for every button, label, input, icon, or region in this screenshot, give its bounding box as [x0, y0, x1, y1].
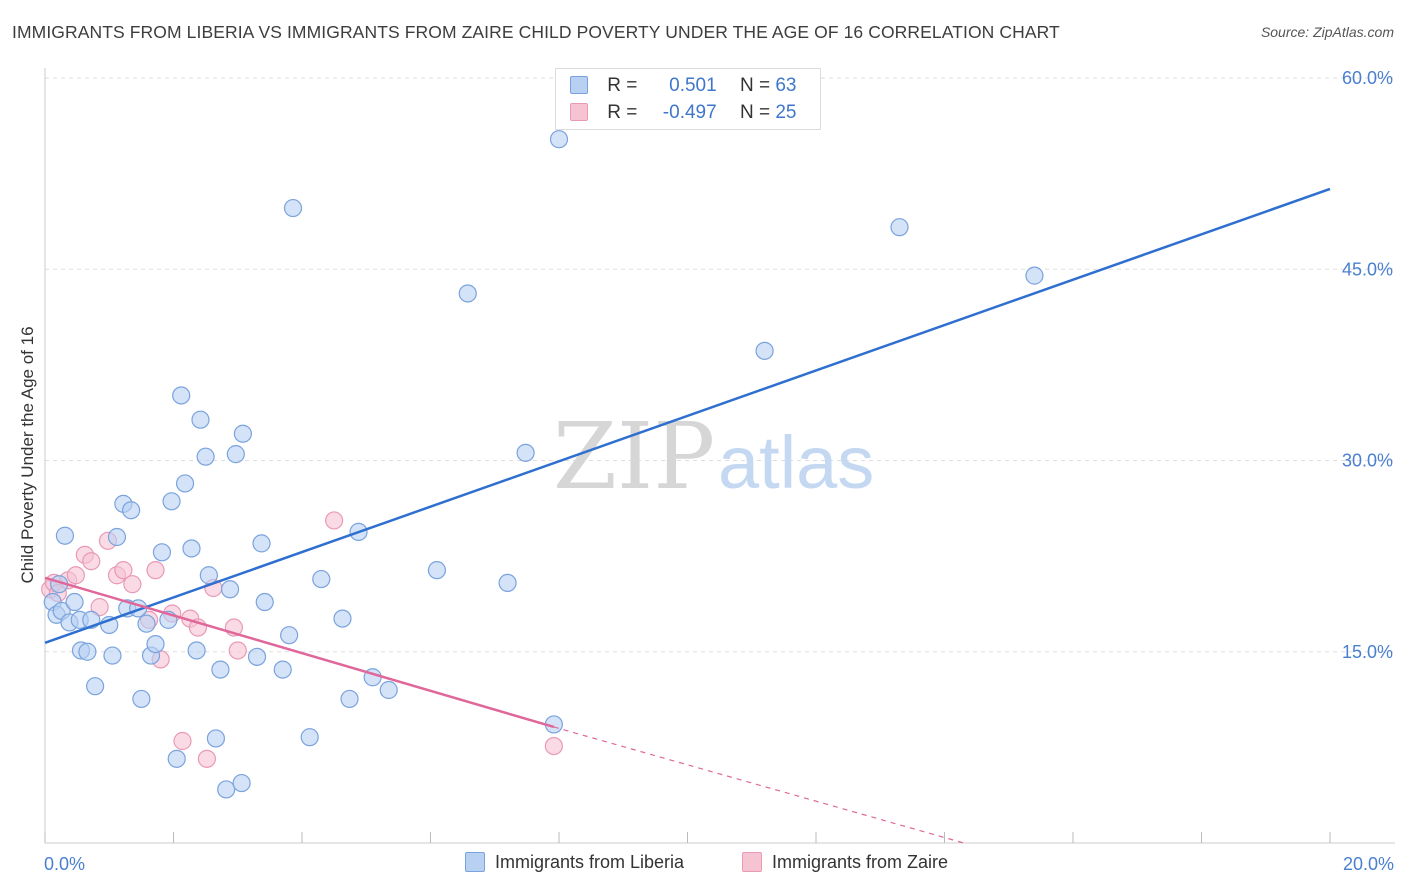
data-point-liberia: [199, 566, 218, 585]
watermark-zip: ZIP: [553, 403, 715, 510]
data-point-zaire: [325, 511, 344, 530]
data-point-liberia: [78, 642, 97, 661]
data-point-zaire: [146, 561, 165, 580]
data-point-liberia: [182, 539, 201, 558]
legend-n-value-liberia: 63: [775, 75, 797, 96]
data-point-liberia: [333, 609, 352, 628]
legend-r-label: R =: [607, 75, 638, 96]
data-point-liberia: [132, 689, 151, 709]
grid-lines: [45, 77, 1395, 653]
data-point-zaire: [66, 566, 85, 585]
data-point-liberia: [65, 592, 84, 612]
data-point-liberia: [340, 689, 359, 709]
data-point-liberia: [232, 773, 251, 793]
legend-n-label: N =: [739, 75, 771, 96]
legend-r-value-liberia: 0.501: [669, 75, 717, 96]
data-point-liberia: [187, 641, 206, 660]
data-point-liberia: [427, 561, 447, 580]
data-point-zaire: [114, 561, 133, 580]
legend-swatch-zaire: [570, 103, 588, 121]
legend-row-zaire: R = -0.497 N = 25: [570, 102, 796, 126]
data-point-liberia: [1025, 266, 1044, 285]
data-point-liberia: [217, 780, 236, 799]
data-point-liberia: [191, 410, 210, 429]
data-point-liberia: [206, 729, 226, 748]
x-tick-label-max: 20.0%: [1343, 854, 1394, 874]
legend-swatch-liberia: [570, 76, 588, 94]
data-point-liberia: [167, 749, 186, 768]
data-point-liberia: [255, 592, 274, 612]
data-point-liberia: [146, 634, 165, 654]
data-point-liberia: [226, 445, 245, 464]
bottom-legend-swatch-liberia: [465, 852, 485, 872]
y-axis-label: Child Poverty Under the Age of 16: [18, 326, 37, 583]
data-point-liberia: [233, 424, 252, 443]
data-point-liberia: [273, 660, 292, 679]
correlation-legend: R = 0.501 N = 63 R = -0.497 N = 25: [555, 68, 821, 130]
data-point-liberia: [211, 660, 230, 679]
data-point-zaire: [544, 736, 563, 756]
legend-row-liberia: R = 0.501 N = 63: [570, 75, 796, 99]
legend-r-label: R =: [607, 102, 638, 123]
data-point-liberia: [55, 526, 75, 545]
data-point-zaire: [90, 598, 109, 617]
y-tick-label: 30.0%: [1342, 451, 1393, 471]
bottom-legend-label-zaire: Immigrants from Zaire: [772, 852, 949, 872]
data-point-zaire: [82, 552, 101, 571]
bottom-legend-label-liberia: Immigrants from Liberia: [495, 852, 685, 872]
data-point-liberia: [152, 543, 172, 562]
axes: [44, 68, 1395, 844]
data-point-liberia: [103, 646, 122, 665]
trend-lines: [44, 187, 1331, 844]
trend-line-zaire-extension: [553, 726, 964, 844]
y-tick-label: 45.0%: [1342, 259, 1393, 279]
y-tick-label: 60.0%: [1342, 68, 1393, 88]
data-point-liberia: [283, 198, 303, 218]
data-point-liberia: [162, 492, 181, 511]
x-axis-ticks: [44, 832, 1331, 843]
x-tick-label-min: 0.0%: [44, 854, 85, 874]
chart-title: IMMIGRANTS FROM LIBERIA VS IMMIGRANTS FR…: [12, 22, 1060, 42]
trend-line-liberia: [44, 187, 1331, 645]
bottom-legend-swatch-zaire: [742, 852, 762, 872]
watermark-atlas: atlas: [718, 421, 874, 504]
legend-n-value-zaire: 25: [775, 102, 797, 123]
liberia-points: [43, 130, 1044, 799]
data-point-liberia: [516, 443, 535, 462]
data-point-liberia: [107, 527, 127, 547]
data-point-liberia: [280, 626, 299, 645]
data-point-liberia: [890, 218, 909, 237]
data-point-liberia: [312, 569, 331, 589]
data-point-liberia: [247, 647, 267, 666]
watermark: ZIP atlas: [553, 403, 874, 510]
data-point-zaire: [173, 731, 192, 751]
data-point-zaire: [123, 575, 142, 594]
data-point-liberia: [172, 386, 191, 405]
legend-r-value-zaire: -0.497: [662, 102, 717, 123]
data-point-liberia: [498, 573, 517, 593]
data-point-liberia: [549, 130, 569, 149]
source-label: Source: ZipAtlas.com: [1260, 24, 1394, 40]
data-point-liberia: [252, 534, 271, 553]
data-point-liberia: [86, 677, 105, 696]
legend-n-label: N =: [739, 102, 771, 123]
data-point-liberia: [121, 501, 141, 520]
data-point-liberia: [379, 680, 398, 700]
data-point-liberia: [175, 474, 195, 493]
trend-line-zaire: [44, 576, 555, 729]
data-point-zaire: [228, 641, 247, 660]
data-point-liberia: [755, 341, 774, 360]
zaire-points: [41, 511, 563, 768]
data-point-liberia: [137, 614, 156, 633]
bottom-legend-zaire: Immigrants from Zaire: [742, 852, 948, 873]
bottom-legend-liberia: Immigrants from Liberia: [465, 852, 684, 873]
y-tick-labels: 15.0% 30.0% 45.0% 60.0%: [1342, 68, 1393, 662]
y-tick-label: 15.0%: [1342, 642, 1393, 662]
data-point-liberia: [196, 447, 215, 466]
data-point-liberia: [220, 580, 240, 599]
data-point-zaire: [197, 749, 217, 768]
data-point-liberia: [300, 728, 319, 747]
data-point-liberia: [458, 284, 477, 303]
